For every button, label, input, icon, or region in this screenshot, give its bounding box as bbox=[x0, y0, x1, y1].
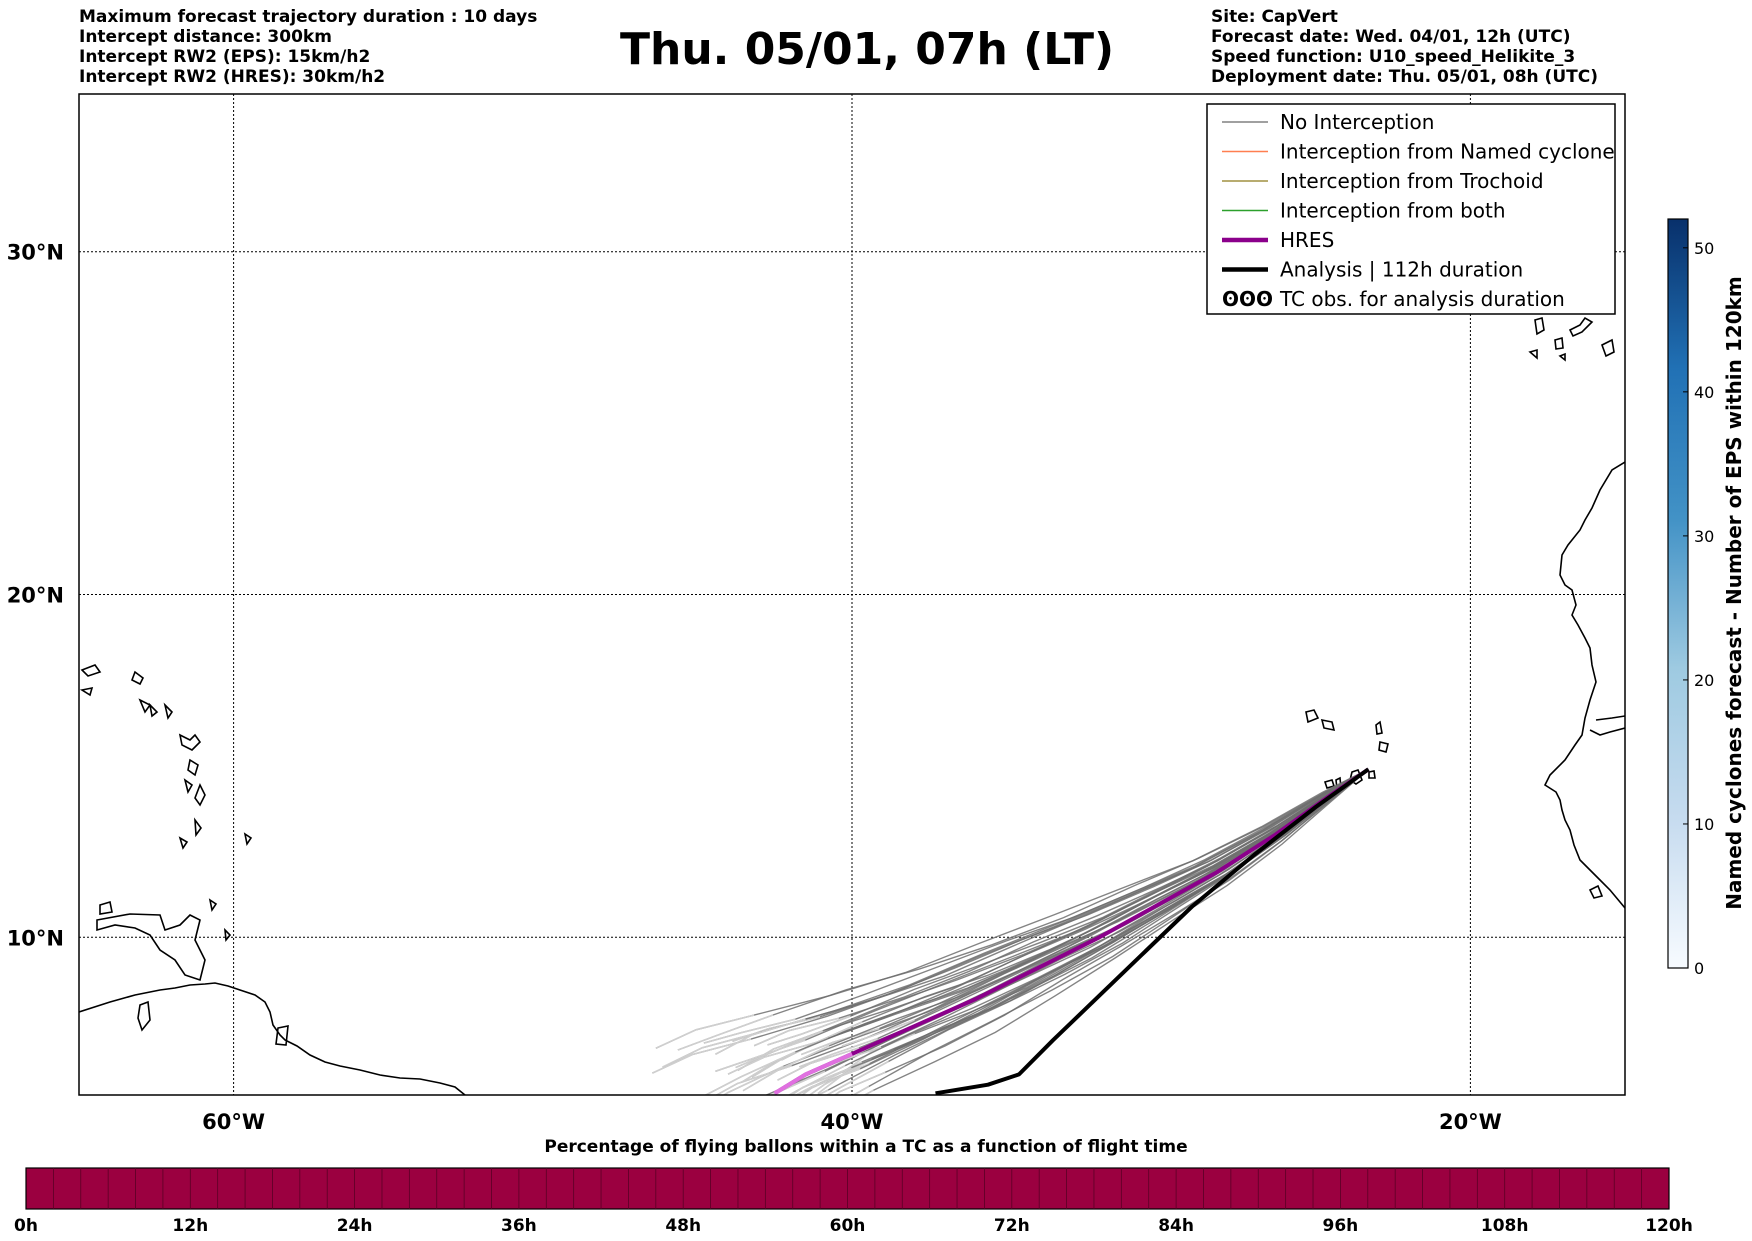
eps-track-tail bbox=[753, 1017, 839, 1047]
info-line: Maximum forecast trajectory duration : 1… bbox=[79, 7, 538, 27]
latitude-label: 20°N bbox=[7, 584, 64, 608]
eps-colorbar-tick-label: 30 bbox=[1694, 527, 1714, 546]
coast-south-america bbox=[79, 982, 466, 1095]
flight-time-tick-label: 72h bbox=[994, 1216, 1030, 1236]
coastlines bbox=[79, 316, 1625, 1095]
legend-label: Analysis | 112h duration bbox=[1280, 258, 1523, 282]
longitude-labels: 60°W 40°W 20°W bbox=[202, 1110, 1502, 1134]
flight-time-tick-label: 108h bbox=[1481, 1216, 1529, 1236]
eps-track-tail bbox=[652, 1038, 752, 1074]
eps-track-tail bbox=[727, 1041, 817, 1075]
eps-track-tail bbox=[790, 1066, 852, 1095]
coast-africa bbox=[1543, 461, 1625, 909]
legend-box bbox=[1206, 103, 1616, 315]
eps-colorbar: 0 10 20 30 40 50 Named cyclones forecast - Nu… bbox=[1667, 218, 1746, 978]
latitude-labels: 10°N 20°N 30°N bbox=[7, 241, 64, 951]
flight-time-tick-label: 96h bbox=[1323, 1216, 1359, 1236]
coast-trinidad bbox=[96, 913, 206, 982]
flight-time-tick-label: 120h bbox=[1645, 1216, 1693, 1236]
coast-africa-islands bbox=[1588, 884, 1604, 899]
eps-colorbar-tick-label: 40 bbox=[1694, 383, 1714, 402]
legend-label: Interception from Trochoid bbox=[1280, 169, 1544, 193]
latitude-label: 10°N bbox=[7, 926, 64, 950]
analysis-track bbox=[935, 767, 1370, 1095]
hres-track-layer bbox=[773, 767, 1370, 1095]
coast-africa-bay bbox=[1589, 727, 1625, 736]
flight-time-tick-label: 60h bbox=[830, 1216, 866, 1236]
eps-track-tail bbox=[801, 1027, 880, 1056]
legend: No Interception Interception from Named c… bbox=[1206, 103, 1616, 315]
lesser-antilles bbox=[79, 664, 253, 943]
info-line: Forecast date: Wed. 04/01, 12h (UTC) bbox=[1211, 27, 1571, 47]
map-frame bbox=[78, 93, 1626, 1096]
legend-label: Interception from Named cyclone bbox=[1280, 140, 1615, 164]
flight-time-tick-label: 36h bbox=[501, 1216, 537, 1236]
legend-label: HRES bbox=[1280, 228, 1334, 252]
eps-track-tail bbox=[767, 1015, 851, 1046]
flight-time-colorbar: Percentage of flying ballons within a TC… bbox=[14, 1137, 1693, 1236]
eps-track-tail bbox=[703, 1018, 796, 1044]
flight-time-tick-label: 0h bbox=[14, 1216, 38, 1236]
eps-track-tail bbox=[799, 1037, 878, 1068]
info-line: Intercept RW2 (EPS): 15km/h2 bbox=[79, 47, 371, 67]
analysis-track-layer bbox=[935, 767, 1370, 1095]
flight-time-colorbar-title: Percentage of flying ballons within a TC… bbox=[544, 1137, 1187, 1157]
eps-track-tail bbox=[777, 1047, 860, 1081]
flight-time-tick-label: 48h bbox=[665, 1216, 701, 1236]
eps-track-tail bbox=[715, 1039, 806, 1073]
eps-track-tail bbox=[769, 1070, 826, 1095]
eps-track-tail bbox=[833, 1071, 886, 1095]
longitude-label: 20°W bbox=[1439, 1110, 1502, 1134]
forecast-parameters: Maximum forecast trajectory duration : 1… bbox=[79, 7, 537, 87]
eps-colorbar-label: Named cyclones forecast - Number of EPS … bbox=[1722, 276, 1746, 910]
longitude-label: 40°W bbox=[821, 1110, 884, 1134]
eps-track-tail bbox=[841, 1019, 915, 1047]
eps-track-tail bbox=[655, 1014, 755, 1049]
eps-track-tail bbox=[808, 1058, 872, 1095]
eps-track-tail bbox=[704, 1051, 796, 1095]
eps-colorbar-bar bbox=[1667, 218, 1689, 969]
cape-verde-islands bbox=[1305, 709, 1389, 790]
coast-island bbox=[137, 1000, 151, 1032]
info-line: Intercept distance: 300km bbox=[79, 27, 332, 47]
hres-track-tail bbox=[773, 1052, 853, 1095]
page-title: Thu. 05/01, 07h (LT) bbox=[620, 24, 1115, 75]
info-line: Speed function: U10_speed_Helikite_3 bbox=[1211, 47, 1576, 67]
eps-track-tail bbox=[677, 1014, 774, 1051]
site-parameters: Site: CapVert Forecast date: Wed. 04/01,… bbox=[1211, 7, 1598, 87]
eps-colorbar-tick-label: 10 bbox=[1694, 815, 1714, 834]
info-line: Intercept RW2 (HRES): 30km/h2 bbox=[79, 67, 386, 87]
eps-colorbar-tick-label: 0 bbox=[1694, 959, 1704, 978]
eps-colorbar-tick-label: 20 bbox=[1694, 671, 1714, 690]
info-line: Deployment date: Thu. 05/01, 08h (UTC) bbox=[1211, 67, 1598, 87]
flight-time-tick-label: 24h bbox=[337, 1216, 373, 1236]
flight-time-tick-label: 84h bbox=[1158, 1216, 1194, 1236]
legend-label: TC obs. for analysis duration bbox=[1279, 287, 1565, 311]
eps-track-tail bbox=[816, 1089, 829, 1095]
latitude-label: 30°N bbox=[7, 241, 64, 265]
flight-time-tick-label: 12h bbox=[172, 1216, 208, 1236]
coast-africa-bay bbox=[1595, 715, 1625, 721]
eps-track-tail bbox=[662, 1031, 761, 1068]
legend-label: Interception from both bbox=[1280, 199, 1506, 223]
eps-track-tail bbox=[715, 1018, 806, 1055]
legend-label: No Interception bbox=[1280, 110, 1434, 134]
longitude-label: 60°W bbox=[202, 1110, 265, 1134]
tc-obs-symbol: ʘʘʘ bbox=[1222, 287, 1273, 311]
eps-ensemble-tracks bbox=[652, 768, 1369, 1095]
info-line: Site: CapVert bbox=[1211, 7, 1338, 27]
coast-island bbox=[275, 1025, 289, 1046]
eps-track-tail bbox=[742, 1045, 830, 1092]
eps-track-tail bbox=[715, 1064, 793, 1095]
canary-islands bbox=[1528, 316, 1615, 362]
eps-track-tail bbox=[825, 1060, 889, 1095]
eps-colorbar-tick-label: 50 bbox=[1694, 239, 1714, 258]
